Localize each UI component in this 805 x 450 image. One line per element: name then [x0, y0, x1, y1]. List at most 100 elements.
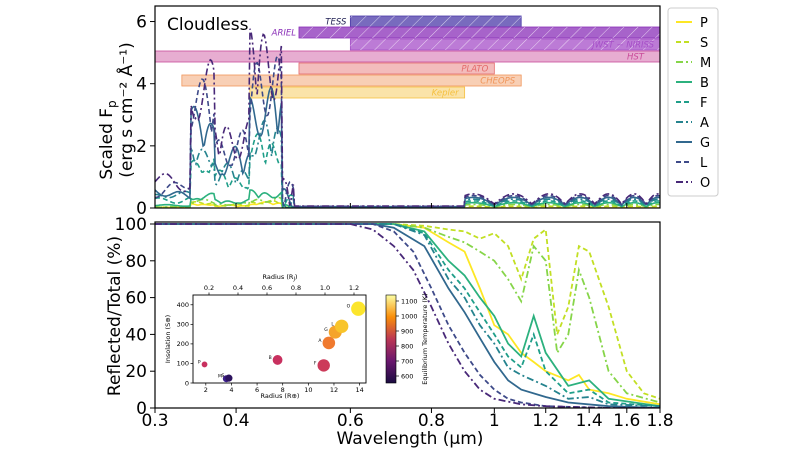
- bottom-series-B: [155, 223, 660, 408]
- inset-x2tick-label: 0.6: [262, 284, 272, 292]
- bottom-xtick-label: 0.3: [141, 411, 168, 431]
- inset-xtick-label: 8: [281, 386, 285, 394]
- inset-xtick-label: 2: [204, 386, 208, 394]
- band-label: PLATO: [461, 65, 488, 75]
- inset-point-label: O: [347, 304, 351, 310]
- inset-point-label: S: [221, 373, 224, 379]
- top-ytick-label: 4: [136, 75, 147, 95]
- inset-content: 2 4 6 8 10 12 14 0.2 0.4 0.6 0.8 1.0 1.2 0 100 200 300 40…: [177, 284, 366, 394]
- colorbar-tick-label: 600: [401, 372, 413, 380]
- band-hatch: [350, 39, 660, 50]
- inset-point-label: P: [198, 359, 201, 365]
- bottom-xtick-label: 1: [489, 411, 500, 431]
- legend-label-F: F: [700, 96, 707, 111]
- bottom-series-P: [155, 223, 660, 406]
- colorbar: [385, 294, 397, 384]
- legend-label-P: P: [700, 16, 708, 31]
- inset-point-A: [322, 336, 336, 350]
- legend-label-A: A: [700, 116, 709, 131]
- bottom-plot-frame: [154, 221, 661, 409]
- bottom-x-ticks: 0.3 0.4 0.6 0.8 1 1.2 1.4 1.6 1.8: [141, 203, 674, 431]
- band-cheops: [181, 74, 522, 87]
- inset-xlabel: Radius (R⊕): [261, 392, 300, 400]
- inset-point-label: G: [324, 327, 328, 333]
- band-kepler: [249, 86, 466, 99]
- bottom-series-S: [155, 223, 660, 400]
- inset-point-F: [317, 359, 330, 372]
- colorbar-ticks: 600 700 800 900 1000 1100: [396, 297, 418, 380]
- band-plato: [298, 62, 495, 75]
- bottom-y-ticks: 0 20 40 60 80 100: [115, 215, 155, 419]
- inset-x2tick-label: 0.8: [291, 284, 301, 292]
- band-label: HST: [627, 53, 645, 63]
- inset-point-label: M: [218, 374, 222, 380]
- legend-label-B: B: [700, 76, 709, 91]
- top-ylabel-line2: (erg s cm⁻² Å⁻¹): [115, 42, 137, 177]
- band-hatch: [350, 16, 522, 27]
- bottom-xtick-label: 1.8: [646, 411, 673, 431]
- legend-label-S: S: [700, 36, 708, 51]
- inset-ytick-label: 300: [177, 321, 189, 329]
- bottom-ytick-label: 40: [125, 325, 147, 345]
- legend-label-G: G: [700, 136, 710, 151]
- bottom-xtick-label: 1.6: [613, 411, 640, 431]
- bottom-ytick-label: 80: [125, 252, 147, 272]
- legend-label-O: O: [700, 176, 710, 191]
- colorbar-tick-label: 800: [401, 342, 413, 350]
- instrument-bands: TESS ARIEL JWST − NIRISS HST PLATO CHEOPS Kepl…: [155, 15, 660, 99]
- inset-point-S: [225, 374, 233, 382]
- bottom-series-A: [155, 223, 660, 408]
- bottom-xtick-label: 0.8: [418, 411, 445, 431]
- legend-label-M: M: [700, 56, 711, 71]
- bottom-series-M: [155, 223, 660, 404]
- cloudless-annotation: Cloudless: [167, 15, 249, 35]
- inset-ytick-label: 400: [177, 301, 189, 309]
- bottom-xtick-label: 1.4: [576, 411, 603, 431]
- colorbar-tick-label: 1100: [401, 297, 418, 305]
- inset-xtick-label: 12: [330, 386, 338, 394]
- inset-point-P: [201, 361, 208, 368]
- colorbar-tick-label: 1000: [401, 312, 418, 320]
- inset-frame: [192, 294, 367, 384]
- bottom-series-F: [155, 223, 660, 408]
- top-y-ticks: 0 2 4 6: [136, 13, 155, 219]
- top-ylabel-subscript: p: [105, 100, 119, 108]
- top-series-L: [155, 54, 660, 208]
- inset-x2tick-label: 1.0: [320, 284, 330, 292]
- colorbar-tick-label: 700: [401, 357, 413, 365]
- top-ytick-label: 0: [136, 199, 147, 219]
- inset-point-label: L: [331, 321, 334, 327]
- top-ytick-label: 6: [136, 13, 147, 33]
- inset-x2label-sub: J: [292, 277, 294, 283]
- inset-ytick-label: 0: [185, 379, 189, 387]
- top-panel: TESS ARIEL JWST − NIRISS HST PLATO CHEOPS Kepl…: [97, 5, 661, 219]
- bottom-xtick-label: 0.6: [337, 411, 364, 431]
- legend-frame: [667, 7, 719, 197]
- inset-xtick-label: 10: [304, 386, 312, 394]
- top-ytick-label: 2: [136, 137, 147, 157]
- inset-point-label: B: [269, 355, 272, 361]
- inset-ylabel: Insolation (S⊕): [164, 315, 172, 363]
- inset-point-B: [272, 355, 283, 365]
- bottom-series-L: [155, 223, 660, 408]
- bottom-ytick-label: 100: [115, 215, 147, 235]
- inset-point-label: A: [318, 338, 322, 344]
- bottom-ytick-label: 20: [125, 362, 147, 382]
- bottom-ytick-label: 0: [136, 399, 147, 419]
- inset-x2tick-label: 1.2: [349, 284, 359, 292]
- band-label: CHEOPS: [480, 77, 516, 87]
- inset-point-O: [351, 301, 366, 316]
- bottom-xlabel: Wavelength (μm): [337, 429, 484, 449]
- legend-label-L: L: [700, 156, 708, 171]
- inset-xtick-label: 6: [255, 386, 259, 394]
- top-series-F: [155, 133, 660, 208]
- inset-x2label: Radius (RJ): [263, 273, 298, 283]
- bottom-xtick-label: 1.2: [532, 411, 559, 431]
- band-label: Kepler: [432, 89, 459, 99]
- colorbar-label: Equilibrium Temperature (K): [421, 293, 429, 384]
- band-label: JWST − NIRISS: [590, 41, 654, 51]
- inset-point-label: F: [314, 360, 317, 366]
